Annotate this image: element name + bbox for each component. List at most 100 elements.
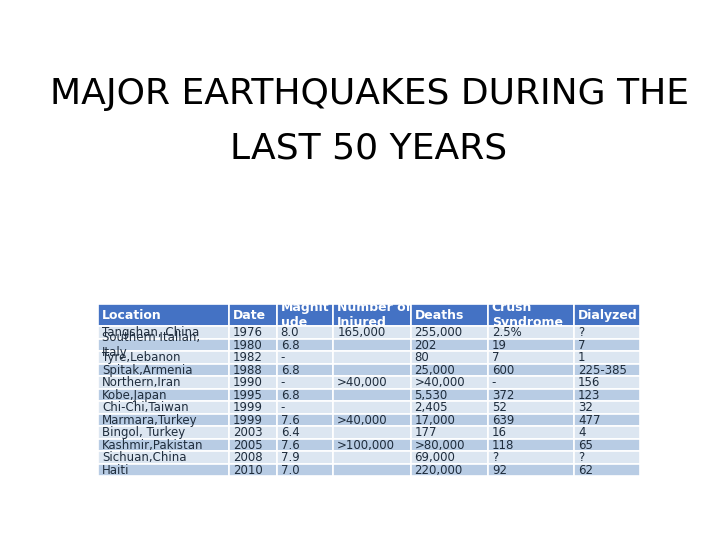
Bar <box>410 326 488 339</box>
Bar <box>229 304 276 326</box>
Text: 7.0: 7.0 <box>281 464 300 477</box>
Text: ?: ? <box>578 451 585 464</box>
Text: Number of
Injured: Number of Injured <box>337 301 411 329</box>
Bar <box>488 364 575 376</box>
Text: 7: 7 <box>578 339 585 352</box>
Bar <box>229 339 276 352</box>
Text: MAJOR EARTHQUAKES DURING THE: MAJOR EARTHQUAKES DURING THE <box>50 77 688 111</box>
Bar <box>488 304 575 326</box>
Text: 177: 177 <box>415 426 437 439</box>
Text: 7.9: 7.9 <box>281 451 300 464</box>
Bar <box>229 427 276 439</box>
Text: 2010: 2010 <box>233 464 263 477</box>
Text: 2008: 2008 <box>233 451 263 464</box>
Bar <box>99 364 229 376</box>
Text: 16: 16 <box>492 426 507 439</box>
Text: Location: Location <box>102 308 162 322</box>
Text: 1988: 1988 <box>233 363 263 376</box>
Bar <box>488 376 575 389</box>
Bar <box>488 451 575 464</box>
Text: 4: 4 <box>578 426 585 439</box>
Bar <box>575 451 639 464</box>
Bar <box>99 451 229 464</box>
Bar <box>575 464 639 476</box>
Text: 19: 19 <box>492 339 507 352</box>
Text: 52: 52 <box>492 401 507 414</box>
Bar <box>276 389 333 401</box>
Bar <box>410 352 488 364</box>
Text: 639: 639 <box>492 414 514 427</box>
Text: 6.8: 6.8 <box>281 389 300 402</box>
Bar <box>488 339 575 352</box>
Text: -: - <box>281 376 285 389</box>
Text: 1976: 1976 <box>233 326 263 339</box>
Text: >40,000: >40,000 <box>337 414 388 427</box>
Bar <box>276 304 333 326</box>
Text: 7.6: 7.6 <box>281 438 300 451</box>
Text: Kobe,Japan: Kobe,Japan <box>102 389 168 402</box>
Bar <box>276 414 333 427</box>
Bar <box>229 464 276 476</box>
Bar <box>410 304 488 326</box>
Bar <box>229 451 276 464</box>
Bar <box>410 364 488 376</box>
Bar <box>488 352 575 364</box>
Text: Chi-Chi,Taiwan: Chi-Chi,Taiwan <box>102 401 189 414</box>
Bar <box>333 389 410 401</box>
Bar <box>333 326 410 339</box>
Bar <box>410 427 488 439</box>
Text: 69,000: 69,000 <box>415 451 456 464</box>
Text: 1990: 1990 <box>233 376 263 389</box>
Bar <box>229 352 276 364</box>
Text: 2003: 2003 <box>233 426 263 439</box>
Bar <box>575 304 639 326</box>
Bar <box>488 389 575 401</box>
Text: 118: 118 <box>492 438 514 451</box>
Bar <box>575 401 639 414</box>
Text: 2.5%: 2.5% <box>492 326 521 339</box>
Bar <box>276 352 333 364</box>
Text: 156: 156 <box>578 376 600 389</box>
Text: Date: Date <box>233 308 266 322</box>
Text: 372: 372 <box>492 389 514 402</box>
Text: 220,000: 220,000 <box>415 464 463 477</box>
Text: Spitak,Armenia: Spitak,Armenia <box>102 363 193 376</box>
Text: 2,405: 2,405 <box>415 401 448 414</box>
Bar <box>99 352 229 364</box>
Text: 202: 202 <box>415 339 437 352</box>
Text: 225-385: 225-385 <box>578 363 627 376</box>
Bar <box>488 414 575 427</box>
Bar <box>488 401 575 414</box>
Text: 1999: 1999 <box>233 414 263 427</box>
Text: ?: ? <box>492 451 498 464</box>
Bar <box>333 304 410 326</box>
Bar <box>229 326 276 339</box>
Bar <box>333 439 410 451</box>
Text: 165,000: 165,000 <box>337 326 385 339</box>
Text: 92: 92 <box>492 464 507 477</box>
Bar <box>276 451 333 464</box>
Bar <box>410 389 488 401</box>
Text: Sichuan,China: Sichuan,China <box>102 451 186 464</box>
Text: 6.4: 6.4 <box>281 426 300 439</box>
Bar <box>333 414 410 427</box>
Bar <box>99 401 229 414</box>
Bar <box>99 439 229 451</box>
Text: 1982: 1982 <box>233 351 263 364</box>
Text: 477: 477 <box>578 414 600 427</box>
Bar <box>333 401 410 414</box>
Bar <box>575 339 639 352</box>
Bar <box>488 439 575 451</box>
Bar <box>276 339 333 352</box>
Text: 1995: 1995 <box>233 389 263 402</box>
Bar <box>575 427 639 439</box>
Bar <box>410 464 488 476</box>
Bar <box>575 439 639 451</box>
Text: 32: 32 <box>578 401 593 414</box>
Bar <box>488 326 575 339</box>
Text: Dialyzed: Dialyzed <box>578 308 638 322</box>
Text: 1999: 1999 <box>233 401 263 414</box>
Text: 62: 62 <box>578 464 593 477</box>
Bar <box>410 414 488 427</box>
Bar <box>333 464 410 476</box>
